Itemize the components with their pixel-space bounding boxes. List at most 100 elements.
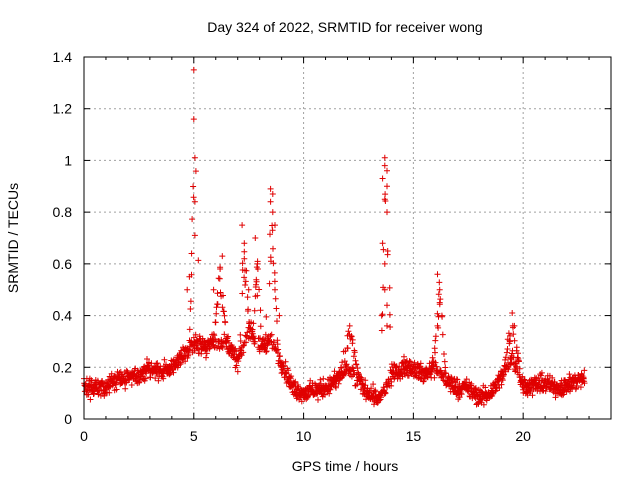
data-point — [177, 361, 184, 368]
x-tick-label: 5 — [190, 428, 198, 444]
data-point — [407, 358, 414, 365]
x-tick-labels: 0 5 10 15 20 — [80, 428, 531, 444]
data-point — [432, 333, 439, 340]
data-point — [186, 346, 193, 353]
data-point — [271, 278, 278, 285]
data-point — [426, 360, 433, 367]
data-point — [254, 260, 261, 267]
data-point — [242, 278, 249, 285]
data-point — [456, 394, 463, 401]
data-point — [292, 378, 299, 385]
data-point — [504, 346, 511, 352]
data-point — [384, 183, 390, 190]
data-point — [253, 278, 260, 285]
data-point — [237, 338, 244, 344]
data-point — [190, 194, 197, 201]
data-point — [350, 367, 357, 374]
data-point — [381, 196, 388, 203]
data-point — [376, 397, 383, 404]
data-point — [499, 375, 506, 382]
data-point — [219, 304, 226, 311]
y-tick-label: 1.2 — [53, 101, 73, 117]
data-point — [184, 286, 191, 293]
data-point — [286, 374, 293, 381]
data-point — [221, 312, 228, 319]
y-axis-label: SRMTID / TECUs — [5, 183, 21, 293]
data-point — [333, 384, 339, 391]
data-point — [268, 331, 275, 338]
data-point — [505, 366, 512, 373]
data-point — [401, 353, 407, 360]
data-point — [190, 183, 197, 190]
data-point — [192, 331, 199, 338]
data-point — [382, 191, 389, 198]
y-tick-label: 0.2 — [53, 359, 73, 375]
data-point — [577, 384, 584, 391]
data-point — [322, 391, 328, 398]
data-point — [241, 240, 248, 247]
data-point — [272, 295, 279, 302]
data-point — [331, 368, 338, 375]
data-point — [88, 377, 95, 384]
data-point — [219, 253, 226, 260]
data-point — [362, 382, 369, 389]
data-point — [271, 269, 278, 276]
data-point — [384, 248, 391, 254]
data-point — [341, 358, 348, 365]
data-point — [281, 362, 287, 369]
data-point — [480, 401, 487, 408]
data-point — [507, 338, 513, 345]
data-point — [538, 369, 545, 376]
data-point — [216, 275, 223, 282]
data-point — [187, 306, 194, 312]
y-tick-label: 0.8 — [53, 204, 73, 220]
data-point — [320, 375, 327, 382]
data-point — [245, 306, 252, 313]
data-point — [272, 286, 278, 293]
data-point — [189, 216, 196, 223]
data-point — [245, 286, 252, 293]
data-point — [242, 282, 249, 288]
data-point — [214, 301, 221, 308]
data-point — [220, 308, 227, 315]
data-point — [521, 376, 528, 383]
data-point — [113, 386, 120, 393]
data-point — [433, 363, 440, 370]
data-point — [220, 292, 226, 299]
data-point — [492, 388, 499, 395]
data-point — [496, 385, 503, 391]
data-point — [515, 358, 522, 365]
data-point — [221, 331, 228, 338]
x-tick-label: 0 — [80, 428, 88, 444]
data-point — [298, 398, 305, 405]
data-point — [267, 185, 274, 192]
data-point — [137, 377, 143, 383]
data-point — [511, 322, 518, 329]
data-point — [379, 175, 386, 182]
data-point — [237, 331, 244, 338]
data-point — [510, 331, 517, 338]
data-point — [241, 274, 248, 281]
data-point — [188, 250, 195, 257]
data-point — [192, 168, 199, 175]
data-point — [217, 266, 224, 272]
data-point — [350, 353, 357, 360]
data-point — [379, 240, 386, 247]
data-point — [267, 332, 274, 339]
data-point — [285, 367, 292, 374]
data-point — [266, 280, 273, 287]
data-point — [381, 389, 388, 396]
data-point — [243, 339, 249, 346]
data-point — [142, 375, 149, 382]
data-point — [454, 376, 461, 383]
data-point — [436, 279, 443, 286]
data-point — [186, 273, 193, 280]
data-point — [349, 336, 356, 343]
data-point — [252, 235, 259, 241]
data-point — [276, 353, 283, 359]
data-point — [353, 361, 360, 368]
data-point — [386, 284, 393, 291]
data-point — [213, 304, 220, 311]
data-point — [244, 294, 251, 301]
data-point — [190, 342, 197, 349]
